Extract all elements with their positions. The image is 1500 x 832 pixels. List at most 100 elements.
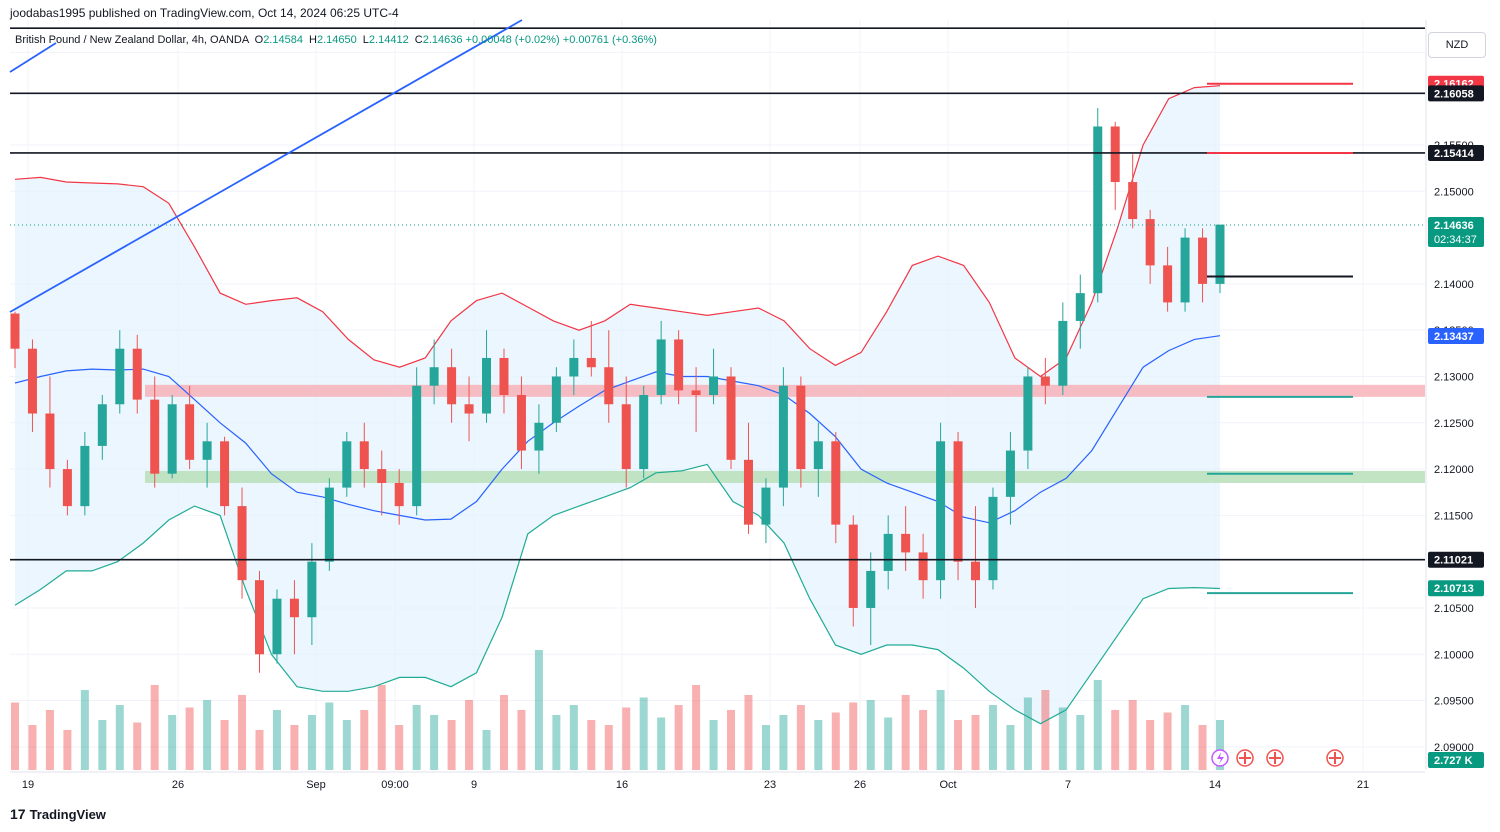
candle-body	[98, 404, 107, 446]
change-value: +0.00048 (+0.02%)	[466, 34, 560, 46]
volume-bar	[1006, 725, 1014, 770]
price-tag-label: 2.10713	[1434, 583, 1474, 595]
time-tick-label: 26	[172, 779, 184, 791]
volume-bar	[972, 715, 980, 770]
candle-body	[499, 358, 508, 395]
time-tick-label: 23	[764, 779, 776, 791]
candle-body	[238, 506, 247, 580]
volume-bar	[884, 718, 892, 771]
candle-body	[133, 349, 142, 400]
volume-bar	[692, 685, 700, 770]
volume-bar	[954, 720, 962, 770]
volume-bar	[325, 703, 333, 771]
volume-bar	[1199, 725, 1207, 770]
volume-bar	[98, 720, 106, 770]
candle-body	[639, 395, 648, 469]
candle-body	[430, 367, 439, 386]
volume-bar	[448, 720, 456, 770]
volume-bar	[186, 708, 194, 771]
trendline-main	[10, 20, 522, 312]
volume-bar	[1111, 710, 1119, 770]
volume-bar	[779, 715, 787, 770]
volume-bar	[343, 720, 351, 770]
volume-bar	[360, 710, 368, 770]
candle-body	[290, 599, 299, 618]
candle-body	[447, 367, 456, 404]
candle-body	[1076, 293, 1085, 321]
high-key: H	[309, 34, 317, 46]
candle-body	[622, 404, 631, 469]
volume-bar	[517, 710, 525, 770]
trendline[interactable]	[10, 20, 522, 312]
symbol-name: British Pound / New Zealand Dollar, 4h, …	[15, 34, 249, 46]
candle-body	[115, 349, 124, 405]
volume-bar	[413, 705, 421, 770]
volume-bar	[500, 695, 508, 770]
volume-bar	[622, 708, 630, 771]
candle-body	[1128, 182, 1137, 219]
candle-body	[1093, 126, 1102, 293]
volume-bar	[640, 698, 648, 771]
volume-bar	[168, 715, 176, 770]
candle-body	[796, 386, 805, 469]
currency-button[interactable]: NZD	[1428, 32, 1486, 58]
event-icons[interactable]	[1212, 750, 1343, 766]
price-tick-label: 2.10000	[1434, 649, 1474, 661]
volume-bar	[552, 715, 560, 770]
volume-bar	[919, 710, 927, 770]
candle-body	[604, 367, 613, 404]
candle-body	[884, 534, 893, 571]
candle-body	[325, 488, 334, 562]
candle-body	[63, 469, 72, 506]
volume-bar	[797, 705, 805, 770]
candle-body	[814, 441, 823, 469]
candle-body	[272, 599, 281, 655]
price-tick-label: 2.14000	[1434, 279, 1474, 291]
time-tick-label: 9	[471, 779, 477, 791]
tradingview-logo-icon: 17	[10, 806, 26, 822]
volume-bar	[63, 730, 71, 770]
candle-body	[203, 441, 212, 460]
volume-bar	[28, 725, 36, 770]
volume-bar	[937, 690, 945, 770]
candle-body	[831, 441, 840, 524]
candle-body	[988, 497, 997, 580]
candle-body	[342, 441, 351, 487]
volume-bar	[151, 685, 159, 770]
open-key: O	[255, 34, 264, 46]
volume-bar	[1164, 713, 1172, 771]
candle-body	[744, 460, 753, 525]
candle-body	[1216, 225, 1225, 284]
volume-bar	[273, 710, 281, 770]
volume-bar	[814, 720, 822, 770]
time-axis[interactable]: 19 26 Sep 09:00 9 16 23 26 Oct 7 14 21	[10, 772, 1425, 791]
volume-bar	[238, 695, 246, 770]
volume-bar	[290, 725, 298, 770]
time-tick-label: 26	[854, 779, 866, 791]
change-value-2: +0.00761 (+0.36%)	[563, 34, 657, 46]
volume-bar	[710, 720, 718, 770]
candle-body	[954, 441, 963, 561]
volume-bar	[587, 720, 595, 770]
volume-bar	[133, 723, 141, 771]
volume-bar	[1041, 690, 1049, 770]
price-axis[interactable]: 2.165002.155002.150002.140002.135002.130…	[1426, 0, 1500, 832]
tradingview-brand[interactable]: 17 TradingView	[10, 806, 106, 822]
volume-bar	[81, 690, 89, 770]
volume-bar	[203, 700, 211, 770]
volume-bar	[849, 703, 857, 771]
candle-body	[482, 358, 491, 414]
time-tick-label: 09:00	[381, 779, 409, 791]
brand-name: TradingView	[30, 807, 106, 822]
volume-bar	[727, 710, 735, 770]
volume-bar	[395, 725, 403, 770]
volume-bar	[570, 705, 578, 770]
candle-body	[45, 414, 54, 470]
volume-bar	[1059, 708, 1067, 771]
candle-body	[412, 386, 421, 506]
price-tick-label: 2.15000	[1434, 186, 1474, 198]
candle-body	[1163, 265, 1172, 302]
candle-body	[657, 339, 666, 395]
candle-body	[692, 390, 701, 395]
